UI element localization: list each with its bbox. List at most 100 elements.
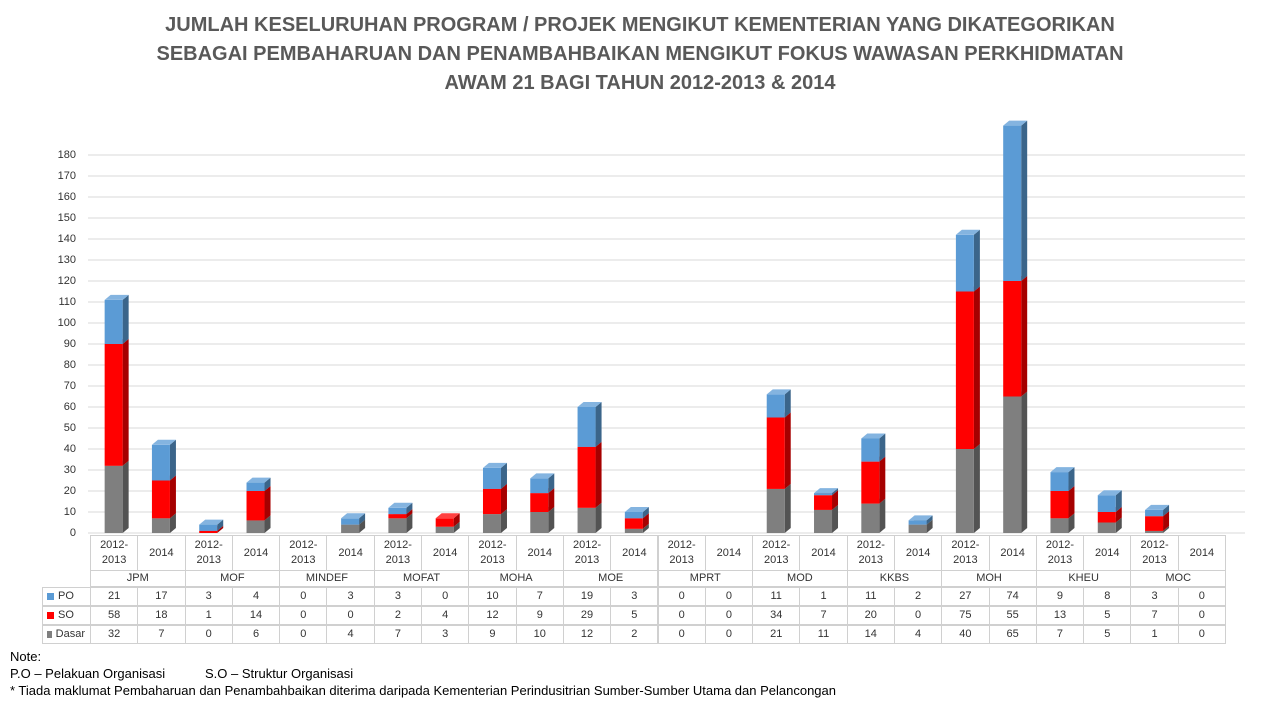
title-line: AWAM 21 BAGI TAHUN 2012-2013 & 2014 xyxy=(444,72,836,94)
y-tick-label: 100 xyxy=(58,317,76,329)
bar-side xyxy=(973,444,980,533)
bar-top xyxy=(246,477,271,483)
x-tick-label: 2014 xyxy=(1083,535,1132,571)
bar xyxy=(388,514,407,519)
bar-top xyxy=(199,519,224,525)
table-value: 17 xyxy=(137,587,186,606)
bar xyxy=(151,444,170,481)
y-tick-label: 170 xyxy=(58,170,76,182)
bar-side xyxy=(359,513,366,525)
bar-top xyxy=(104,294,129,300)
legend-entry: PO xyxy=(42,587,91,606)
x-tick-label: 2014 xyxy=(893,535,943,571)
bar xyxy=(814,495,833,510)
bar xyxy=(766,417,785,489)
bar xyxy=(482,467,501,489)
y-tick-label: 150 xyxy=(58,212,76,224)
bar-side xyxy=(122,460,129,533)
x-tick-label: 2014 xyxy=(704,535,754,571)
table-value: 10 xyxy=(468,587,517,606)
x-tick-label: 2014 xyxy=(421,535,470,571)
table-value: 9 xyxy=(515,606,564,625)
legend-entry: Dasar xyxy=(42,625,91,644)
y-tick-label: 120 xyxy=(58,275,76,287)
bar-side xyxy=(1068,467,1075,491)
bar-side xyxy=(453,521,460,533)
bar-side xyxy=(879,498,886,533)
table-value: 27 xyxy=(941,587,990,606)
legend-label: SO xyxy=(58,609,74,621)
legend-swatch xyxy=(47,593,54,600)
bar-side xyxy=(832,504,839,533)
x-tick-label: 2012-2013 xyxy=(279,535,328,571)
table-value: 5 xyxy=(610,606,659,625)
bar-top xyxy=(814,488,839,494)
bar xyxy=(530,478,549,494)
table-value: 12 xyxy=(562,625,612,644)
bar xyxy=(151,518,170,533)
table-value: 0 xyxy=(279,625,328,644)
table-value: 74 xyxy=(988,587,1037,606)
bar xyxy=(246,520,265,533)
group-label: MOH xyxy=(941,570,1037,587)
table-value: 6 xyxy=(231,625,281,644)
bar xyxy=(1097,512,1116,523)
table-value: 40 xyxy=(941,625,990,644)
bar-side xyxy=(1068,513,1075,533)
bar xyxy=(199,524,218,531)
table-value: 9 xyxy=(1035,587,1085,606)
table-value: 11 xyxy=(752,587,801,606)
bar xyxy=(388,507,407,515)
bar-side xyxy=(548,507,555,533)
table-value: 75 xyxy=(941,606,990,625)
x-tick-label: 2014 xyxy=(326,535,375,571)
group-label: MOF xyxy=(184,570,281,587)
bar-side xyxy=(784,412,791,489)
bar xyxy=(577,446,596,508)
y-tick-label: 90 xyxy=(64,338,76,350)
table-value: 0 xyxy=(704,625,754,644)
x-tick-label: 2012-2013 xyxy=(562,535,612,571)
bar-top xyxy=(577,402,602,407)
table-value: 4 xyxy=(326,625,375,644)
table-value: 10 xyxy=(515,625,564,644)
bar-side xyxy=(642,507,649,519)
bar-side xyxy=(122,339,129,466)
table-value: 0 xyxy=(184,625,233,644)
bar-top xyxy=(1003,120,1028,126)
bar-side xyxy=(217,525,224,533)
y-tick-label: 160 xyxy=(58,191,76,203)
bar-side xyxy=(1163,525,1170,533)
table-value: 21 xyxy=(90,587,139,606)
bar xyxy=(861,461,880,504)
bar-top xyxy=(482,462,507,468)
x-tick-label: 2012-2013 xyxy=(846,535,895,571)
y-tick-label: 0 xyxy=(70,527,76,539)
group-label: JPM xyxy=(90,570,186,587)
bar-side xyxy=(832,490,839,510)
legend-label: PO xyxy=(58,590,74,602)
bar xyxy=(766,488,785,533)
table-value: 1 xyxy=(184,606,233,625)
y-tick-label: 110 xyxy=(58,296,76,308)
bar-side xyxy=(1115,490,1122,512)
bar-side xyxy=(500,509,507,533)
y-tick-label: 180 xyxy=(58,149,76,161)
y-tick-label: 30 xyxy=(64,464,76,476)
table-value: 3 xyxy=(326,587,375,606)
bar xyxy=(246,482,265,491)
bar-side xyxy=(548,473,555,494)
table-value: 65 xyxy=(988,625,1037,644)
legend-swatch xyxy=(47,631,52,638)
bar-top xyxy=(1145,504,1170,510)
table-value: 3 xyxy=(610,587,659,606)
bar xyxy=(104,299,123,344)
table-value: 0 xyxy=(1177,606,1226,625)
bar xyxy=(1003,125,1022,281)
bar-top xyxy=(530,473,555,479)
bar-side xyxy=(169,513,176,533)
bar xyxy=(246,491,265,521)
bar xyxy=(1050,491,1069,519)
